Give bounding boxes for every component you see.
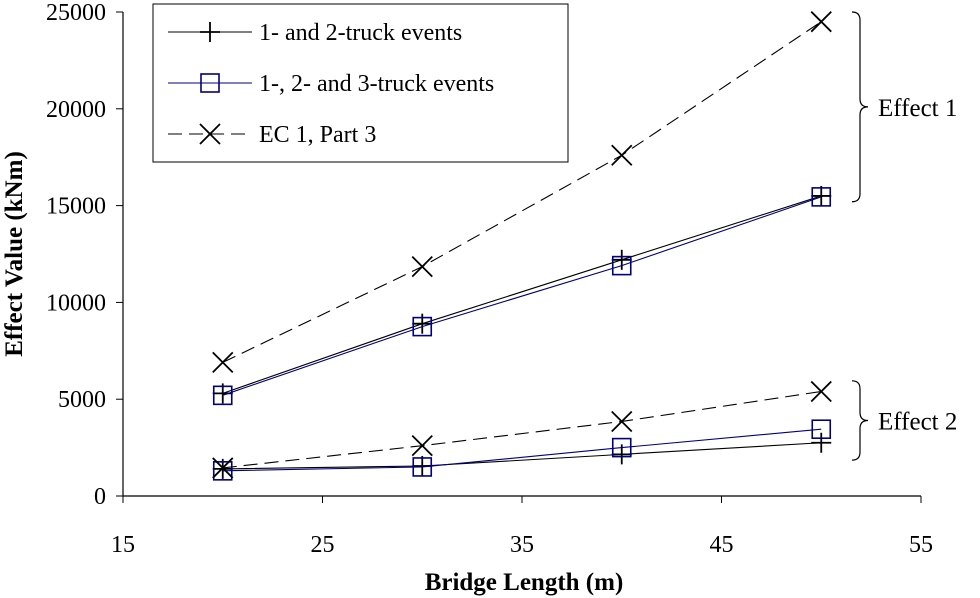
data-point bbox=[411, 255, 433, 278]
series-line-effect1 bbox=[222, 196, 822, 396]
y-axis-title: Effect Value (kNm) bbox=[1, 151, 28, 357]
y-tick-label: 5000 bbox=[58, 387, 106, 413]
brace bbox=[851, 11, 869, 203]
data-point bbox=[412, 313, 433, 334]
data-point bbox=[411, 435, 433, 457]
y-tick-label: 0 bbox=[94, 484, 106, 510]
data-point bbox=[811, 432, 832, 453]
y-tick-label: 25000 bbox=[46, 0, 106, 26]
series-line-effect2 bbox=[222, 390, 822, 469]
effect-label: Effect 1 bbox=[878, 95, 957, 122]
data-point bbox=[412, 457, 433, 477]
legend-marker bbox=[200, 73, 220, 93]
legend-item: 1- and 2-truck events bbox=[168, 20, 462, 46]
x-axis-title: Bridge Length (m) bbox=[425, 569, 624, 596]
x-tick-label: 45 bbox=[710, 532, 734, 558]
x-tick-label: 15 bbox=[111, 532, 135, 558]
data-point bbox=[611, 410, 633, 433]
data-point bbox=[212, 351, 234, 374]
series-line-effect1 bbox=[222, 21, 822, 363]
legend-items: 1- and 2-truck events 1-, 2- and 3-truck … bbox=[168, 20, 494, 148]
legend-label: 1-, 2- and 3-truck events bbox=[259, 71, 494, 97]
annotation-layer: Effect 1 Effect 2 bbox=[851, 11, 957, 461]
effect-label: Effect 2 bbox=[878, 408, 957, 435]
data-point bbox=[611, 144, 633, 166]
legend-item: EC 1, Part 3 bbox=[168, 122, 376, 148]
legend: 1- and 2-truck events 1-, 2- and 3-truck … bbox=[152, 3, 569, 163]
x-tick-label: 55 bbox=[909, 532, 933, 558]
legend-label: 1- and 2-truck events bbox=[259, 20, 462, 46]
data-point bbox=[810, 11, 832, 33]
y-ticks: 0 5000 10000 15000 20000 25000 bbox=[46, 0, 123, 510]
y-tick-label: 10000 bbox=[46, 290, 106, 316]
data-point bbox=[810, 380, 832, 403]
legend-label: EC 1, Part 3 bbox=[259, 122, 376, 148]
series-layer bbox=[212, 11, 832, 481]
x-tick-label: 25 bbox=[311, 532, 335, 558]
legend-marker bbox=[200, 22, 220, 42]
data-point bbox=[811, 185, 832, 206]
data-point bbox=[212, 461, 233, 481]
x-tick-label: 35 bbox=[510, 532, 534, 558]
data-point bbox=[412, 316, 433, 337]
data-point bbox=[811, 419, 832, 440]
data-point bbox=[611, 249, 632, 270]
series-line-effect2 bbox=[222, 428, 822, 472]
data-point bbox=[611, 255, 632, 276]
series-3 bbox=[212, 11, 832, 479]
series-line-effect1 bbox=[222, 195, 822, 394]
data-point bbox=[611, 437, 632, 458]
legend-marker bbox=[199, 123, 221, 145]
series-line-effect2 bbox=[222, 442, 822, 470]
y-tick-label: 20000 bbox=[46, 97, 106, 123]
series-2 bbox=[212, 187, 832, 481]
data-point bbox=[212, 457, 234, 479]
x-ticks: 15 25 35 45 55 bbox=[111, 496, 933, 558]
y-tick-label: 15000 bbox=[46, 194, 106, 220]
series-1 bbox=[212, 185, 832, 479]
data-point bbox=[212, 385, 233, 406]
brace bbox=[851, 380, 869, 461]
legend-item: 1-, 2- and 3-truck events bbox=[168, 71, 494, 97]
data-point bbox=[811, 187, 832, 207]
